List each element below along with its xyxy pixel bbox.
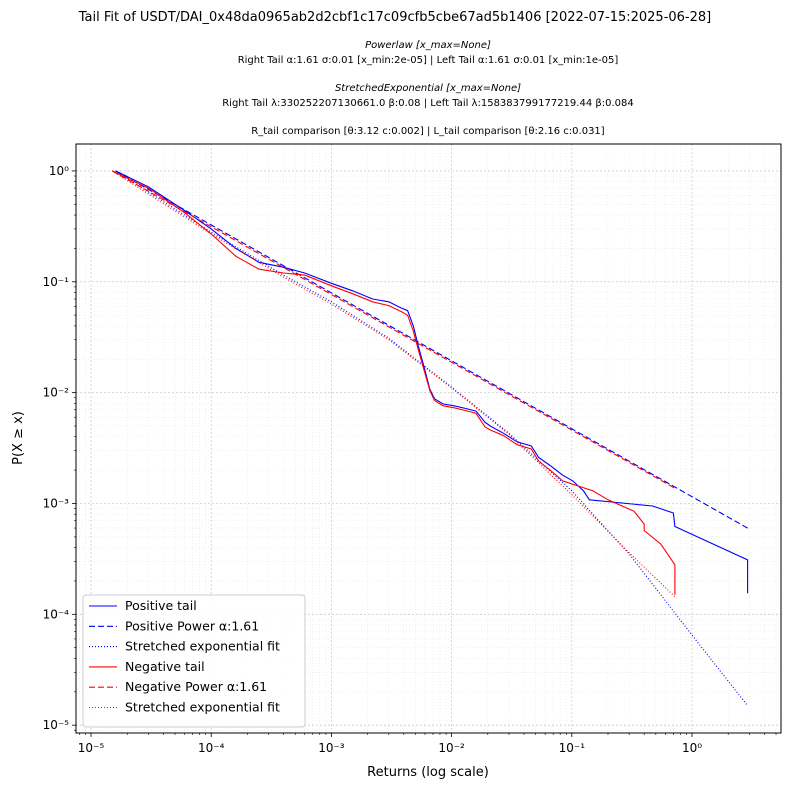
x-tick-label: 10⁻³: [318, 741, 345, 755]
axis-ticks: 10⁻⁵ 10⁻⁴ 10⁻³ 10⁻² 10⁻¹ 10⁰ 10⁻⁵ 10⁻⁴ 10⁻³ 10⁻² 1…: [43, 164, 777, 755]
y-tick-label: 10⁻³: [43, 496, 70, 510]
y-tick-label: 10⁻⁴: [43, 607, 70, 621]
subtitle-stretched: StretchedExponential [x_max=None]: [335, 83, 521, 94]
subtitle-powerlaw: Powerlaw [x_max=None]: [365, 40, 491, 51]
subtitle-comparison: R_tail comparison [θ:3.12 c:0.002] | L_t…: [251, 126, 605, 137]
x-axis-label: Returns (log scale): [367, 765, 489, 780]
legend-label-0: Positive tail: [125, 598, 197, 613]
x-tick-label: 10⁰: [682, 741, 702, 755]
x-tick-label: 10⁻¹: [559, 741, 586, 755]
series-line-positive-tail-0: [115, 170, 749, 594]
x-tick-label: 10⁻⁵: [78, 741, 105, 755]
plot-lines: [111, 170, 749, 707]
chart-title: Tail Fit of USDT/DAI_0x48da0965ab2d2cbf1…: [78, 10, 711, 25]
grid-lines: [76, 144, 781, 733]
y-axis-label: P(X ≥ x): [11, 411, 26, 465]
legend-label-5: Stretched exponential fit: [125, 700, 280, 715]
plot-area-frame: [75, 143, 782, 734]
y-tick-label: 10⁻²: [43, 386, 70, 400]
y-tick-label: 10⁰: [49, 164, 69, 178]
series-line-positive-power-1-61-1: [115, 170, 748, 529]
x-tick-label: 10⁻⁴: [198, 741, 225, 755]
y-tick-label: 10⁻⁵: [43, 718, 70, 732]
y-tick-label: 10⁻¹: [43, 275, 70, 289]
legend-label-3: Negative tail: [125, 659, 205, 674]
legend: Positive tail Positive Power α:1.61 Stretc…: [82, 594, 306, 728]
subtitle-powerlaw-params: Right Tail α:1.61 σ:0.01 [x_min:2e-05] |…: [238, 55, 619, 66]
series-line-stretched-exponential-fit-2: [115, 170, 749, 707]
series-line-negative-tail-3: [111, 170, 676, 595]
series-line-stretched-exponential-fit-5: [111, 170, 677, 599]
legend-box: [82, 594, 306, 728]
legend-label-4: Negative Power α:1.61: [125, 679, 267, 694]
legend-label-2: Stretched exponential fit: [125, 639, 280, 654]
x-tick-label: 10⁻²: [438, 741, 465, 755]
subtitle-stretched-params: Right Tail λ:330252207130661.0 β:0.08 | …: [222, 98, 634, 109]
legend-label-1: Positive Power α:1.61: [125, 618, 259, 633]
